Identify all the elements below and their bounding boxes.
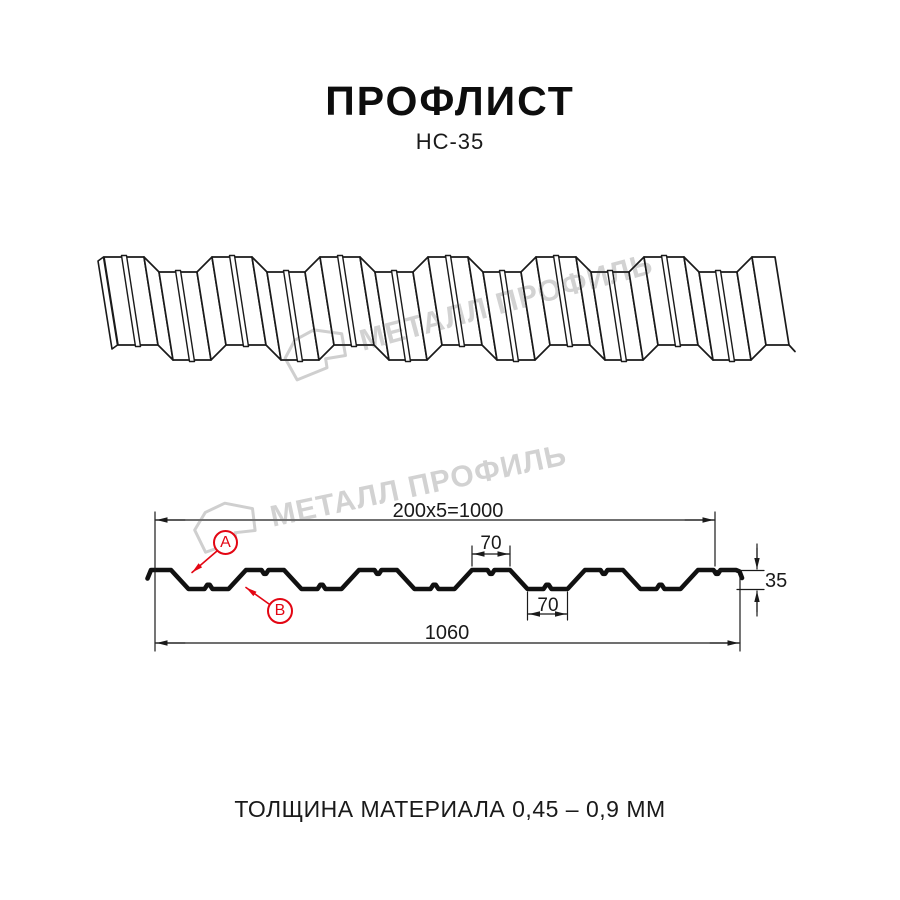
dimension-valley-width: 70 (537, 595, 559, 616)
page-title: ПРОФЛИСТ (325, 78, 575, 124)
side-a-marker: A (213, 530, 238, 555)
dimension-total-coverage: 200x5=1000 (392, 500, 504, 522)
dimension-profile-height: 35 (765, 570, 788, 592)
side-a-label: A (220, 533, 231, 551)
dimension-crest-width: 70 (480, 533, 502, 554)
side-b-label: B (274, 602, 286, 619)
dimension-overall-width: 1060 (424, 622, 470, 644)
material-thickness-caption: ТОЛЩИНА МАТЕРИАЛА 0,45 – 0,9 ММ (234, 796, 666, 822)
side-b-marker: B (267, 598, 293, 624)
profile-model-subtitle: НС-35 (415, 129, 485, 154)
